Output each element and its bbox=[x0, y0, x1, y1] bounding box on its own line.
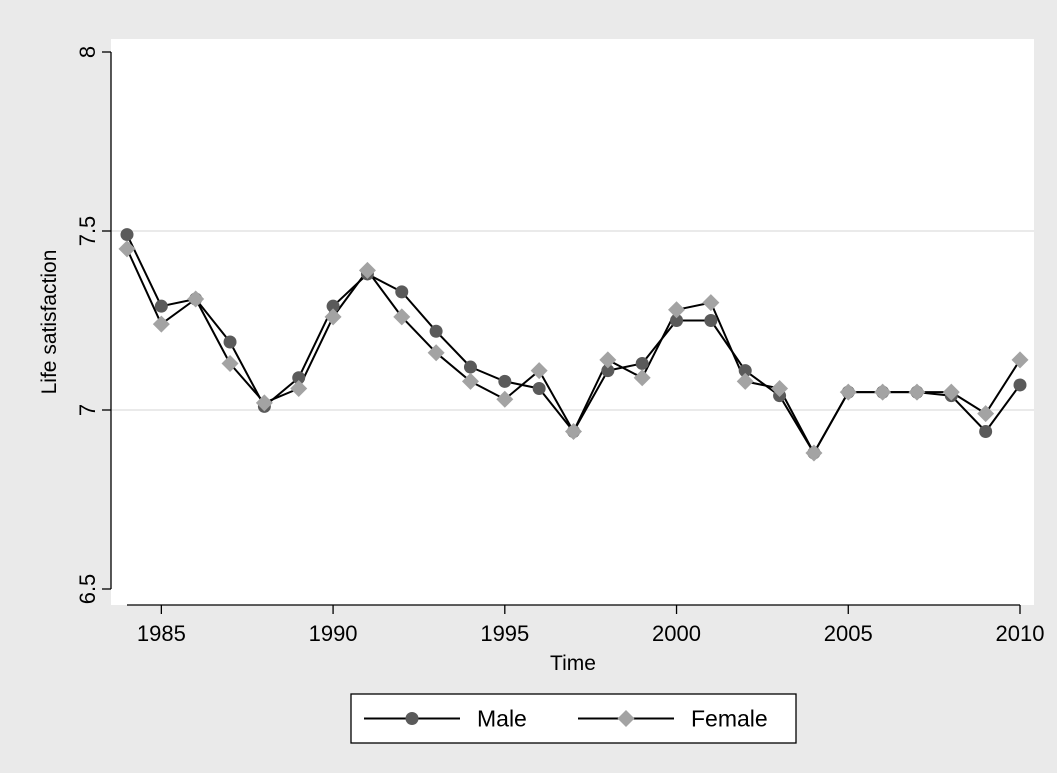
legend-marker-male bbox=[405, 712, 419, 725]
x-tick-label: 2000 bbox=[652, 621, 701, 646]
point-male-1994 bbox=[463, 360, 477, 374]
point-male-1990 bbox=[326, 299, 340, 313]
point-male-1989 bbox=[292, 371, 306, 385]
point-female-1989 bbox=[290, 380, 308, 398]
point-female-1998 bbox=[599, 351, 617, 369]
point-female-1991 bbox=[358, 261, 376, 279]
point-female-2000 bbox=[668, 301, 686, 319]
point-female-2003 bbox=[771, 380, 789, 398]
point-male-2010 bbox=[1013, 378, 1027, 392]
point-female-1997 bbox=[565, 422, 582, 440]
point-male-1987 bbox=[223, 335, 237, 349]
point-male-1992 bbox=[395, 285, 409, 299]
point-male-1999 bbox=[635, 356, 649, 370]
point-female-1995 bbox=[496, 390, 514, 408]
point-female-1987 bbox=[221, 354, 239, 372]
point-female-2002 bbox=[736, 372, 754, 390]
point-male-1984 bbox=[120, 228, 134, 242]
point-male-1996 bbox=[532, 382, 546, 396]
point-female-1996 bbox=[530, 362, 548, 380]
point-female-1984 bbox=[118, 240, 136, 258]
y-axis-title: Life satisfaction bbox=[38, 250, 61, 395]
axes: 6.5 7 7.5 8 1985 1990 1995 2000 2005 2010 bbox=[75, 46, 1044, 646]
point-male-1993 bbox=[429, 324, 443, 338]
point-female-1994 bbox=[461, 372, 479, 390]
point-female-1990 bbox=[324, 308, 342, 326]
x-tick-label: 2010 bbox=[996, 621, 1045, 646]
y-tick-label: 7 bbox=[75, 404, 100, 416]
plot-area bbox=[111, 39, 1034, 605]
point-female-1999 bbox=[633, 369, 651, 387]
legend-marker-female bbox=[617, 710, 635, 727]
point-female-2009 bbox=[977, 405, 995, 423]
y-tick-label: 6.5 bbox=[75, 574, 100, 605]
y-tick-label: 7.5 bbox=[75, 216, 100, 247]
point-female-2006 bbox=[874, 383, 892, 401]
point-female-2004 bbox=[805, 444, 823, 462]
x-tick-label: 1995 bbox=[480, 621, 529, 646]
point-male-1998 bbox=[601, 364, 615, 378]
point-male-2009 bbox=[979, 424, 993, 438]
y-tick-label: 8 bbox=[75, 46, 100, 58]
point-female-1992 bbox=[393, 308, 411, 326]
point-female-2001 bbox=[702, 294, 720, 312]
point-female-2010 bbox=[1011, 351, 1029, 369]
x-axis-title: Time bbox=[550, 652, 596, 675]
point-male-2000 bbox=[670, 314, 684, 327]
point-male-1985 bbox=[154, 299, 168, 313]
x-tick-label: 2005 bbox=[824, 621, 873, 646]
point-male-2001 bbox=[704, 314, 718, 327]
point-female-1988 bbox=[255, 394, 273, 412]
point-female-1985 bbox=[152, 315, 170, 333]
series-markers bbox=[118, 228, 1029, 462]
point-female-1993 bbox=[427, 344, 445, 362]
x-tick-label: 1985 bbox=[137, 621, 186, 646]
legend: Male Female bbox=[350, 693, 797, 744]
point-female-2005 bbox=[839, 383, 857, 401]
point-male-2002 bbox=[738, 364, 752, 378]
point-female-1986 bbox=[187, 290, 205, 308]
point-female-2007 bbox=[908, 383, 926, 401]
legend-label-male: Male bbox=[477, 706, 527, 732]
point-male-1995 bbox=[498, 374, 512, 388]
point-female-2008 bbox=[942, 383, 960, 401]
x-tick-label: 1990 bbox=[309, 621, 358, 646]
legend-label-female: Female bbox=[691, 706, 768, 732]
